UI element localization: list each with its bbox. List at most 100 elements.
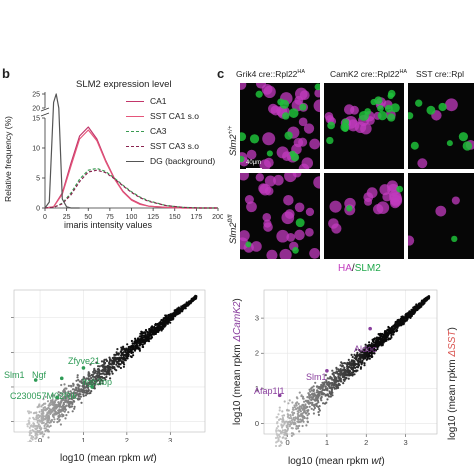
data-point xyxy=(157,330,160,333)
ha-cell xyxy=(262,132,276,146)
ha-cell xyxy=(283,194,294,206)
data-point xyxy=(108,360,111,363)
data-point xyxy=(313,405,316,408)
data-point xyxy=(36,421,39,424)
data-point xyxy=(116,360,119,363)
data-point xyxy=(89,363,92,366)
data-point xyxy=(110,370,113,373)
data-point xyxy=(51,398,54,402)
panel-e-ytick-label: 1 xyxy=(255,384,259,393)
data-point xyxy=(28,417,31,420)
data-point xyxy=(371,352,374,355)
data-point xyxy=(370,355,373,359)
data-point xyxy=(137,337,140,340)
data-point xyxy=(282,424,285,427)
data-point xyxy=(48,407,51,410)
panel-d-frame xyxy=(13,289,206,433)
slm2-cell xyxy=(340,122,350,132)
ha-cell xyxy=(263,157,274,168)
data-point xyxy=(145,338,148,341)
ha-cell xyxy=(255,83,267,89)
ha-cell xyxy=(294,229,305,241)
data-point xyxy=(285,434,288,437)
data-point xyxy=(135,339,138,342)
data-point xyxy=(41,431,44,434)
slm2-cell xyxy=(410,141,419,150)
data-point xyxy=(131,344,134,347)
data-point xyxy=(381,337,384,341)
data-point xyxy=(335,370,338,373)
ha-cell xyxy=(387,183,400,197)
data-point xyxy=(322,402,325,405)
data-point xyxy=(42,398,45,401)
data-point xyxy=(42,410,45,413)
data-point xyxy=(288,425,291,428)
data-point xyxy=(72,388,75,391)
data-point xyxy=(158,327,161,331)
data-point xyxy=(326,393,329,396)
data-point xyxy=(283,431,286,434)
data-point xyxy=(323,382,326,385)
data-point xyxy=(38,419,41,422)
gene-label-aldoc: Aldoc xyxy=(354,344,377,354)
data-point xyxy=(43,433,46,436)
highlight-point-aldoc xyxy=(368,326,372,331)
series-line-ca3 xyxy=(44,167,218,209)
data-point xyxy=(67,401,70,404)
data-point xyxy=(146,331,149,334)
data-point xyxy=(339,374,342,377)
data-point xyxy=(354,366,357,369)
ha-cell xyxy=(324,112,334,121)
data-point xyxy=(386,328,389,331)
data-point xyxy=(311,403,314,406)
panel-d-xlabel-italic: wt xyxy=(143,453,154,464)
data-point xyxy=(284,437,287,440)
data-point xyxy=(169,321,172,324)
data-point xyxy=(50,419,53,422)
data-point xyxy=(375,336,379,339)
legend-swatch xyxy=(126,160,144,162)
data-point xyxy=(166,322,169,325)
data-point xyxy=(332,386,335,389)
data-point xyxy=(62,414,65,417)
data-point xyxy=(46,418,49,421)
slm2-cell xyxy=(446,140,453,147)
panel-b-ytick-label: 20 xyxy=(32,106,40,113)
slm2-cell xyxy=(364,108,372,115)
data-point xyxy=(337,368,340,371)
data-point xyxy=(325,379,328,382)
data-point xyxy=(97,383,100,386)
ha-cell xyxy=(298,117,308,127)
data-point xyxy=(44,427,47,430)
data-point xyxy=(49,410,52,413)
legend-label: DG (background) xyxy=(150,156,216,166)
data-point xyxy=(67,411,70,414)
data-point xyxy=(151,326,154,329)
data-point xyxy=(79,380,82,383)
slm2-cell xyxy=(288,108,299,118)
slm2-cell xyxy=(295,218,305,228)
data-point xyxy=(278,435,281,438)
data-point xyxy=(47,430,51,433)
data-point xyxy=(57,391,60,394)
data-point xyxy=(387,338,390,341)
data-point xyxy=(340,380,343,383)
data-point xyxy=(375,339,378,342)
data-point xyxy=(311,396,315,399)
data-point xyxy=(277,437,280,440)
data-point xyxy=(335,367,338,370)
data-point xyxy=(325,401,328,404)
slm2-cell xyxy=(346,205,353,212)
data-point xyxy=(349,370,352,373)
data-point xyxy=(303,416,306,420)
data-point xyxy=(365,350,368,353)
data-point xyxy=(321,385,324,388)
data-point xyxy=(139,338,142,341)
micrograph-sst-flfl xyxy=(408,173,474,259)
data-point xyxy=(329,386,332,389)
data-point xyxy=(408,314,411,317)
ha-cell xyxy=(263,222,273,232)
data-point xyxy=(310,407,313,410)
data-point xyxy=(341,362,344,365)
data-point xyxy=(360,363,363,366)
